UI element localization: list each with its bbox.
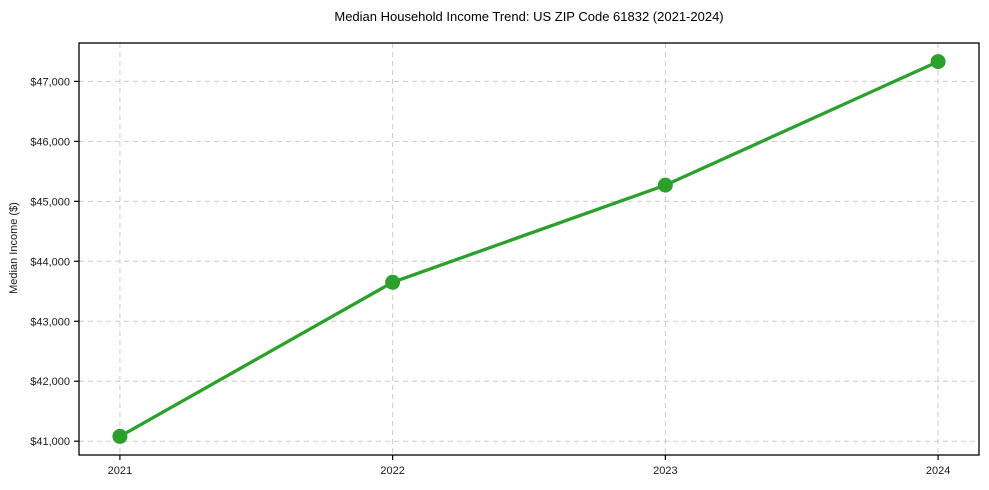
x-tick-label: 2022: [380, 465, 404, 477]
chart-title: Median Household Income Trend: US ZIP Co…: [334, 9, 724, 24]
x-tick-label: 2021: [108, 465, 132, 477]
y-tick-label: $42,000: [30, 376, 70, 388]
data-point-marker: [385, 274, 401, 290]
y-tick-label: $47,000: [30, 76, 70, 88]
y-tick-label: $41,000: [30, 436, 70, 448]
data-point-marker: [930, 54, 946, 70]
data-point-marker: [657, 177, 673, 193]
y-tick-label: $44,000: [30, 256, 70, 268]
y-tick-label: $46,000: [30, 136, 70, 148]
y-tick-label: $43,000: [30, 316, 70, 328]
y-tick-label: $45,000: [30, 196, 70, 208]
income-trend-line: [118, 59, 940, 439]
data-point-marker: [112, 428, 128, 444]
x-tick-label: 2024: [926, 465, 950, 477]
x-tick-label: 2023: [653, 465, 677, 477]
plot-border: [78, 42, 980, 456]
